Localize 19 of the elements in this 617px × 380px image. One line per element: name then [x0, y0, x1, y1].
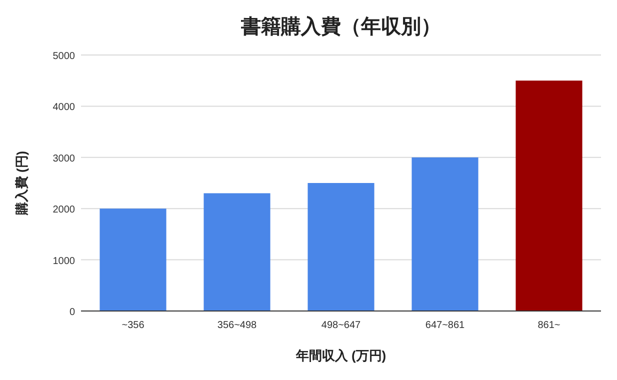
bar — [516, 80, 582, 311]
x-tick-label: 647~861 — [425, 320, 466, 331]
x-tick-label: 498~647 — [321, 320, 362, 331]
x-tick-label: 356~498 — [217, 320, 258, 331]
bar — [100, 208, 166, 311]
x-axis-title: 年間収入 (万円) — [294, 348, 386, 363]
y-tick-label: 1000 — [52, 256, 76, 267]
bar — [308, 183, 374, 311]
y-tick-label: 5000 — [52, 51, 76, 62]
y-tick-label: 4000 — [52, 102, 76, 114]
x-tick-label: ~356 — [122, 320, 145, 331]
bar — [412, 157, 478, 311]
chart-title: 書籍購入費（年収別） — [240, 15, 441, 38]
y-tick-label: 0 — [69, 307, 76, 318]
y-tick-label: 2000 — [52, 204, 76, 216]
y-axis-title: 購入費 (円) — [14, 150, 29, 216]
x-tick-label: 861~ — [538, 320, 560, 331]
bar — [204, 193, 270, 311]
y-tick-label: 3000 — [52, 153, 76, 164]
